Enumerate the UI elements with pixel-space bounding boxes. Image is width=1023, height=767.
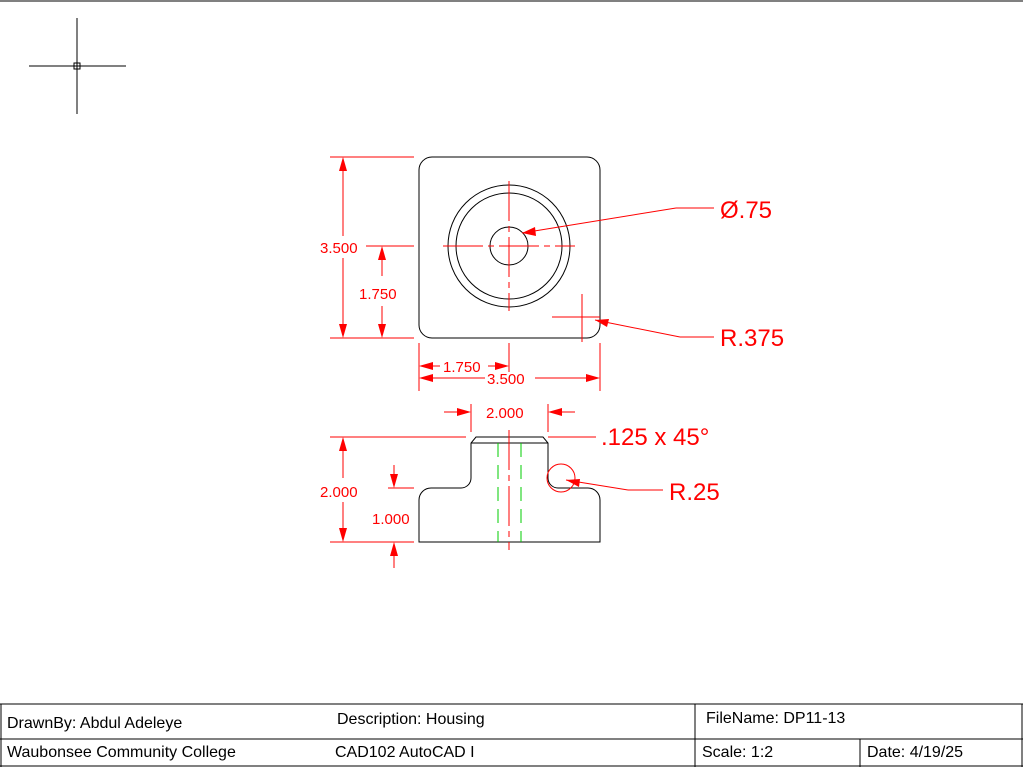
dim-top-center-x-label: 1.750	[443, 359, 481, 376]
dim-top-center-y: 1.750	[359, 245, 414, 338]
top-center-lines	[443, 181, 575, 311]
dim-top-width-label: 3.500	[487, 371, 525, 388]
dim-boss-width: 2.000	[444, 404, 575, 432]
title-course: CAD102 AutoCAD I	[335, 744, 475, 761]
front-view-outline	[418, 436, 601, 543]
callout-chamfer: .125 x 45°	[601, 424, 709, 451]
title-file-name: FileName: DP11-13	[706, 710, 846, 727]
fillet-detail-circle	[546, 463, 576, 493]
dim-top-height: 3.500	[320, 156, 414, 339]
hidden-hole-lines	[497, 443, 522, 542]
leader-chamfer: .125 x 45°	[548, 424, 709, 451]
title-scale: Scale: 1:2	[702, 744, 774, 761]
dim-front-height-label: 2.000	[320, 484, 358, 501]
title-drawn-by: DrawnBy: Abdul Adeleye	[7, 714, 183, 732]
dim-top-center-y-label: 1.750	[359, 286, 397, 303]
dim-front-height: 2.000	[320, 436, 466, 543]
leader-fillet-radius: R.25	[565, 479, 720, 506]
corner-center-mark	[552, 294, 600, 342]
dim-top-height-label: 3.500	[320, 240, 358, 257]
title-block-grid	[0, 703, 1023, 767]
leader-corner-radius: R.375	[594, 319, 784, 352]
callout-corner-radius: R.375	[720, 325, 784, 352]
title-date: Date: 4/19/25	[867, 744, 964, 761]
callout-hole-diameter: Ø.75	[720, 197, 772, 224]
dim-top-width: 3.500	[419, 343, 601, 391]
dim-top-center-x: 1.750	[418, 343, 510, 391]
top-view-outline	[418, 156, 601, 339]
callout-fillet-radius: R.25	[669, 479, 720, 506]
crosshair-cursor-icon	[29, 18, 126, 114]
title-description: Description: Housing	[337, 711, 485, 728]
dim-base-height-label: 1.000	[372, 511, 410, 528]
top-view	[418, 156, 601, 342]
dim-boss-width-label: 2.000	[486, 405, 524, 422]
leader-hole-diameter: Ø.75	[521, 197, 772, 236]
dim-base-height: 1.000	[372, 465, 414, 568]
front-view	[418, 430, 601, 550]
title-school: Waubonsee Community College	[7, 744, 236, 761]
